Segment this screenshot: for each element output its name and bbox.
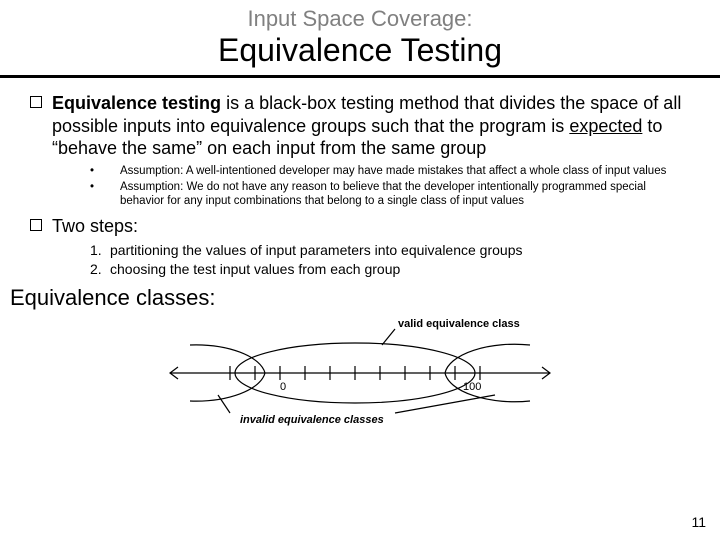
assumption-2-text: Assumption: We do not have any reason to…	[120, 180, 690, 209]
step-2: 2. choosing the test input values from e…	[90, 260, 690, 279]
slide-title: Equivalence Testing	[0, 32, 720, 75]
steps-list: 1. partitioning the values of input para…	[90, 241, 690, 279]
dot-bullet-icon: •	[90, 180, 120, 209]
step-1: 1. partitioning the values of input para…	[90, 241, 690, 260]
bullet-two-steps: Two steps:	[30, 215, 690, 238]
slide-subtitle: Input Space Coverage:	[0, 6, 720, 32]
tick-label-0: 0	[280, 381, 286, 393]
square-bullet-icon	[30, 96, 42, 108]
assumption-list: • Assumption: A well-intentioned develop…	[90, 164, 690, 209]
assumption-1: • Assumption: A well-intentioned develop…	[90, 164, 690, 178]
page-number: 11	[691, 514, 706, 530]
bold-lead: Equivalence testing	[52, 93, 221, 113]
equivalence-classes-heading: Equivalence classes:	[0, 279, 720, 315]
valid-label: valid equivalence class	[398, 318, 520, 330]
dot-bullet-icon: •	[90, 164, 120, 178]
step-2-text: choosing the test input values from each…	[110, 260, 400, 279]
square-bullet-icon	[30, 219, 42, 231]
invalid-label: invalid equivalence classes	[240, 414, 384, 426]
tick-label-100: 100	[463, 381, 481, 393]
slide-content: Equivalence testing is a black-box testi…	[0, 78, 720, 279]
bullet-equivalence-testing: Equivalence testing is a black-box testi…	[30, 92, 690, 160]
equivalence-diagram: 0 100 valid equivalence class invalid eq…	[130, 315, 590, 435]
diagram-svg: 0 100 valid equivalence class invalid eq…	[130, 315, 590, 430]
assumption-1-text: Assumption: A well-intentioned developer…	[120, 164, 666, 178]
step-1-num: 1.	[90, 241, 110, 260]
slide-header: Input Space Coverage: Equivalence Testin…	[0, 0, 720, 75]
step-1-text: partitioning the values of input paramet…	[110, 241, 522, 260]
assumption-2: • Assumption: We do not have any reason …	[90, 180, 690, 209]
underline-expected: expected	[569, 116, 642, 136]
bullet-two-steps-text: Two steps:	[52, 215, 138, 238]
bullet-text: Equivalence testing is a black-box testi…	[52, 92, 690, 160]
step-2-num: 2.	[90, 260, 110, 279]
